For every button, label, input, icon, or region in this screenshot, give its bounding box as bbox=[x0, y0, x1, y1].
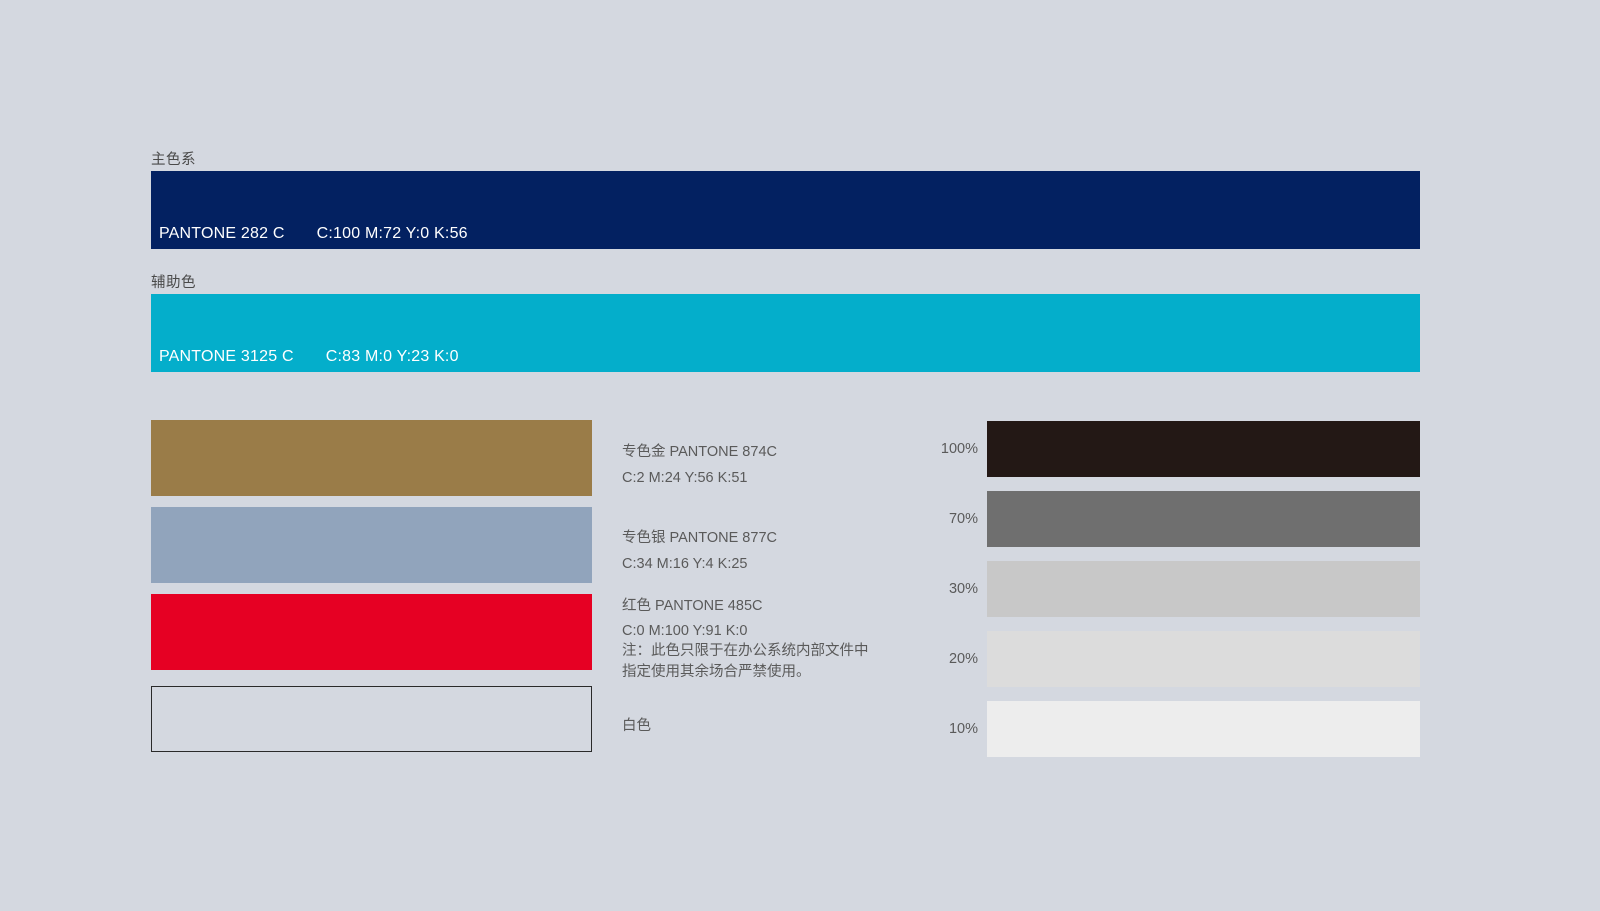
silver-title: 专色银 PANTONE 877C bbox=[622, 530, 777, 546]
tint-row-20: 20% bbox=[930, 631, 1420, 687]
silver-cmyk: C:34 M:16 Y:4 K:25 bbox=[622, 556, 748, 572]
secondary-pantone-label: PANTONE 3125 C bbox=[159, 348, 294, 365]
tint-swatch-100 bbox=[987, 421, 1420, 477]
red-cmyk: C:0 M:100 Y:91 K:0 bbox=[622, 623, 748, 639]
red-color-swatch bbox=[151, 594, 592, 670]
primary-pantone-label: PANTONE 282 C bbox=[159, 225, 285, 242]
tint-percent-10: 10% bbox=[948, 721, 978, 737]
red-usage-note-line-2: 指定使用其余场合严禁使用。 bbox=[622, 664, 811, 680]
red-usage-note: 注：此色只限于在办公系统内部文件中 指定使用其余场合严禁使用。 bbox=[622, 641, 922, 684]
white-color-swatch bbox=[151, 686, 592, 752]
gold-title: 专色金 PANTONE 874C bbox=[622, 444, 777, 460]
primary-color-section-label: 主色系 bbox=[151, 152, 196, 168]
tint-swatch-70 bbox=[987, 491, 1420, 547]
secondary-color-swatch: PANTONE 3125 C C:83 M:0 Y:23 K:0 bbox=[151, 294, 1420, 372]
silver-color-description: 专色银 PANTONE 877C C:34 M:16 Y:4 K:25 bbox=[622, 527, 922, 576]
gold-color-description: 专色金 PANTONE 874C C:2 M:24 Y:56 K:51 bbox=[622, 441, 922, 490]
red-usage-note-line-1: 注：此色只限于在办公系统内部文件中 bbox=[622, 643, 869, 659]
tint-swatch-20 bbox=[987, 631, 1420, 687]
red-title: 红色 PANTONE 485C bbox=[622, 598, 763, 614]
white-color-description: 白色 bbox=[622, 715, 922, 738]
tint-percent-70: 70% bbox=[948, 511, 978, 527]
tint-swatch-30 bbox=[987, 561, 1420, 617]
tint-row-70: 70% bbox=[930, 491, 1420, 547]
tint-percent-100: 100% bbox=[940, 441, 978, 457]
gold-cmyk: C:2 M:24 Y:56 K:51 bbox=[622, 470, 748, 486]
tint-swatch-10 bbox=[987, 701, 1420, 757]
white-title: 白色 bbox=[622, 718, 651, 734]
red-color-description: 红色 PANTONE 485C C:0 M:100 Y:91 K:0 注：此色只… bbox=[622, 595, 922, 684]
secondary-color-caption: PANTONE 3125 C C:83 M:0 Y:23 K:0 bbox=[159, 348, 459, 366]
secondary-cmyk-label: C:83 M:0 Y:23 K:0 bbox=[325, 348, 459, 365]
tint-row-10: 10% bbox=[930, 701, 1420, 757]
primary-color-caption: PANTONE 282 C C:100 M:72 Y:0 K:56 bbox=[159, 225, 468, 243]
tint-row-30: 30% bbox=[930, 561, 1420, 617]
primary-color-swatch: PANTONE 282 C C:100 M:72 Y:0 K:56 bbox=[151, 171, 1420, 249]
tint-row-100: 100% bbox=[930, 421, 1420, 477]
primary-cmyk-label: C:100 M:72 Y:0 K:56 bbox=[316, 225, 468, 242]
silver-color-swatch bbox=[151, 507, 592, 583]
tint-percent-20: 20% bbox=[948, 651, 978, 667]
tint-percent-30: 30% bbox=[948, 581, 978, 597]
secondary-color-section-label: 辅助色 bbox=[151, 275, 196, 291]
gold-color-swatch bbox=[151, 420, 592, 496]
